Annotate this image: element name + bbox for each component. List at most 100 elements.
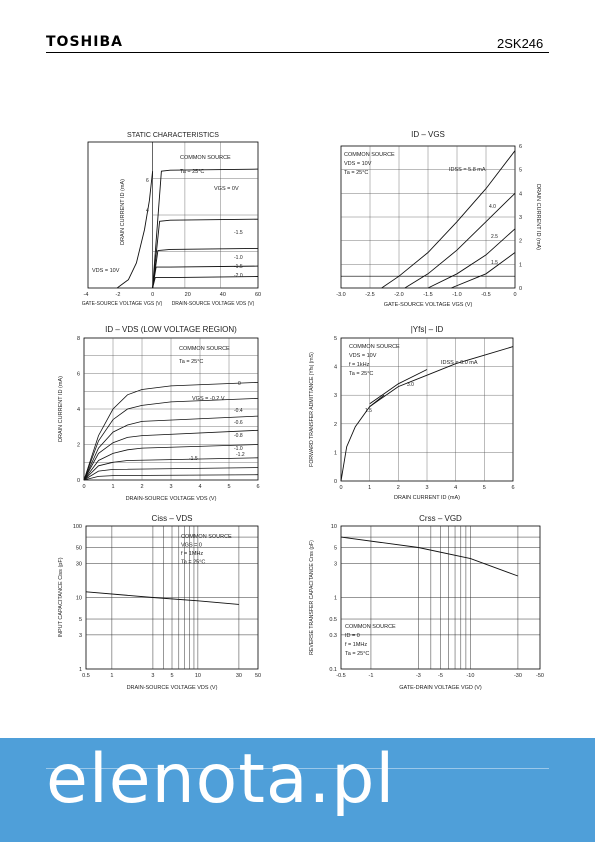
crss-y-tick: 3: [334, 561, 337, 567]
ciss-y-tick: 30: [76, 561, 82, 567]
idvgs-curve-label: 4.0: [489, 204, 496, 210]
static-y-tick: 4: [146, 208, 149, 214]
static-x-tick: 0: [151, 292, 154, 298]
idvds-curve-label: -0.8: [234, 433, 243, 439]
yfs-y-tick: 5: [334, 336, 337, 342]
static-annotation-vds: VDS = 10V: [92, 268, 120, 274]
idvgs-x-tick: -3.0: [336, 292, 345, 298]
idvds-title: ID – VDS (LOW VOLTAGE REGION): [105, 325, 237, 334]
static-curve-0: [152, 168, 259, 289]
idvds-curve-2: [83, 415, 259, 481]
idvgs-annotation-ta: Ta = 25°C: [344, 170, 368, 176]
idvgs-annotation-idss: IDSS = 5.8 mA: [449, 167, 486, 173]
ciss-annotation: Ta = 25°C: [181, 560, 205, 566]
static-transfer-curve: [116, 171, 154, 289]
static-x-label-right: DRAIN-SOURCE VOLTAGE VDS (V): [172, 301, 255, 307]
idvds-y-tick: 8: [77, 336, 80, 342]
idvgs-y-tick: 3: [519, 215, 522, 221]
idvds-x-tick: 2: [140, 484, 143, 490]
idvgs-x-tick: -1.0: [452, 292, 461, 298]
idvgs-x-tick: -2.0: [394, 292, 403, 298]
idvds-curve-label: -1.0: [234, 446, 243, 452]
crss-y-label: REVERSE TRANSFER CAPACITANCE Crss (pF): [309, 540, 315, 655]
idvgs-curve-label: 2.5: [491, 234, 498, 240]
static-curve-label: -1.0: [234, 255, 243, 261]
idvds-x-tick: 4: [198, 484, 201, 490]
static-curve-4: [152, 276, 259, 289]
part-number: 2SK246: [497, 36, 544, 51]
static-curve-label: -2.0: [234, 273, 243, 279]
static-curve-3: [152, 265, 259, 289]
ciss-annotation: VGS = 0: [181, 543, 202, 549]
ciss-y-tick: 50: [76, 546, 82, 552]
idvgs-x-tick: -1.5: [423, 292, 432, 298]
idvds-curve-0: [83, 382, 259, 481]
yfs-y-tick: 0: [334, 479, 337, 485]
ciss-x-tick: 0.5: [82, 673, 90, 679]
yfs-x-tick: 6: [511, 485, 514, 491]
yfs-curve-label: 1.5: [365, 408, 372, 414]
yfs-title: |Yfs| – ID: [411, 325, 444, 334]
datasheet-charts: STATIC CHARACTERISTICS COMMON SOURCE Ta = …: [58, 130, 544, 691]
crss-annotation: f = 1MHz: [345, 642, 367, 648]
idvds-y-label: DRAIN CURRENT ID (mA): [58, 376, 64, 442]
static-x-tick: -4: [84, 292, 89, 298]
crss-annotation: ID = 0: [345, 633, 360, 639]
idvgs-curve-label: 1.5: [491, 260, 498, 266]
ciss-annotation: f = 1MHz: [181, 551, 203, 557]
ciss-y-tick: 1: [79, 667, 82, 673]
crss-annotation: Ta = 25°C: [345, 651, 369, 657]
idvgs-y-tick: 4: [519, 191, 522, 197]
ciss-y-tick: 5: [79, 617, 82, 623]
idvds-curve-label: -1.5: [189, 456, 198, 462]
crss-y-tick: 1: [334, 596, 337, 602]
ciss-y-tick: 100: [73, 524, 82, 530]
idvgs-annotation-vds: VDS = 10V: [344, 161, 372, 167]
idvds-curve-4: [83, 444, 259, 481]
idvds-curve-1: [83, 398, 259, 481]
idvds-y-tick: 0: [77, 478, 80, 484]
crss-x-label: GATE-DRAIN VOLTAGE VGD (V): [399, 685, 482, 691]
idvds-y-tick: 6: [77, 372, 80, 378]
ciss-x-tick: 3: [151, 673, 154, 679]
toshiba-logo: TOSHIBA: [46, 34, 123, 50]
static-x-label-left: GATE-SOURCE VOLTAGE VGS (V): [82, 301, 163, 307]
idvgs-y-tick: 1: [519, 262, 522, 268]
idvds-curve-label: 0: [238, 381, 241, 387]
idvgs-curve-2: [427, 228, 516, 289]
idvds-curve-5: [83, 457, 259, 481]
idvds-annotation-common: COMMON SOURCE: [179, 346, 230, 352]
yfs-x-tick: 3: [425, 485, 428, 491]
ciss-x-tick: 1: [110, 673, 113, 679]
idvgs-y-label: DRAIN CURRENT ID (mA): [535, 184, 541, 250]
static-curve-label: -1.5: [234, 264, 243, 270]
idvds-curve-label: -1.2: [236, 452, 245, 458]
idvgs-y-tick: 2: [519, 239, 522, 245]
yfs-y-tick: 2: [334, 422, 337, 428]
idvgs-x-label: GATE-SOURCE VOLTAGE VGS (V): [384, 302, 473, 308]
crss-title: Crss – VGD: [419, 514, 462, 523]
idvgs-y-tick: 6: [519, 144, 522, 150]
ciss-y-tick: 10: [76, 596, 82, 602]
crss-x-tick: -1: [369, 673, 374, 679]
yfs-y-tick: 4: [334, 365, 337, 371]
watermark-banner: [0, 738, 595, 842]
static-y-label: DRAIN CURRENT ID (mA): [120, 179, 126, 245]
yfs-x-tick: 2: [397, 485, 400, 491]
crss-y-tick: 10: [331, 524, 337, 530]
banner-rule: [46, 768, 549, 769]
ciss-x-tick: 5: [170, 673, 173, 679]
static-annotation-common: COMMON SOURCE: [180, 155, 231, 161]
idvds-annotation-vgs: VGS = -0.2 V: [192, 396, 225, 402]
idvds-curve-label: -0.6: [234, 420, 243, 426]
idvgs-curve-3: [451, 252, 516, 289]
crss-x-tick: -5: [438, 673, 443, 679]
yfs-curve-0: [340, 346, 514, 482]
ciss-x-tick: 30: [236, 673, 242, 679]
crss-y-tick: 0.1: [329, 667, 337, 673]
idvds-curve-7: [83, 474, 259, 481]
idvgs-curve-0: [381, 150, 516, 289]
static-x-tick: -2: [116, 292, 121, 298]
static-annotation-vgs: VGS = 0V: [214, 186, 239, 192]
idvds-x-tick: 0: [82, 484, 85, 490]
